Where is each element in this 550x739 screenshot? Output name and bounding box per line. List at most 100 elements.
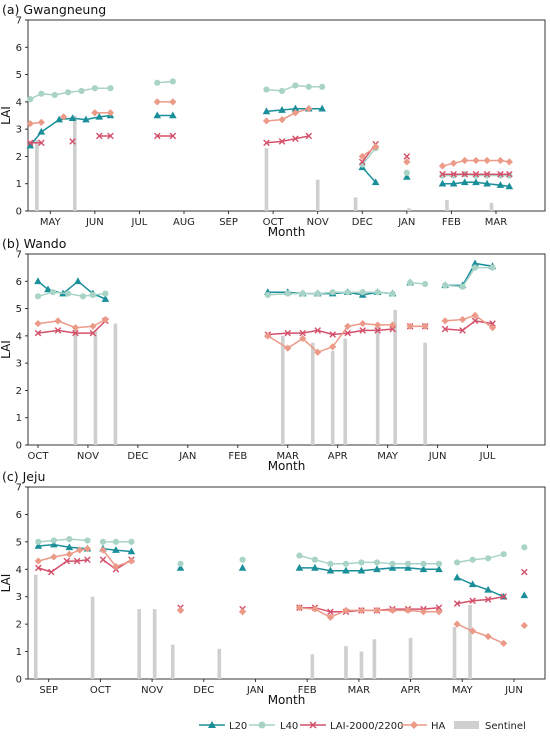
sentinel-bar <box>264 148 269 211</box>
series-ha <box>34 311 497 356</box>
y-tick-label: 5 <box>16 304 22 315</box>
point-lai <box>439 170 446 178</box>
point-l20 <box>505 182 514 190</box>
point-l40 <box>329 289 336 296</box>
y-tick-label: 7 <box>16 250 22 261</box>
y-tick-label: 7 <box>16 16 22 27</box>
series-ha <box>34 545 528 647</box>
point-lai <box>35 564 42 572</box>
point-ha <box>419 608 428 616</box>
point-lai <box>89 329 97 337</box>
sentinel-bar <box>72 115 77 211</box>
point-l20 <box>169 111 177 119</box>
point-ha <box>488 324 497 332</box>
x-tick-label: SEP <box>39 685 58 696</box>
series-line-l40 <box>445 266 493 288</box>
point-ha <box>520 621 528 630</box>
sentinel-bar <box>359 651 364 679</box>
series-line-l40 <box>299 554 439 565</box>
point-l40 <box>84 537 91 544</box>
point-lai <box>484 596 492 603</box>
point-ha <box>264 332 272 340</box>
x-tick-label: JAN <box>178 451 196 462</box>
y-axis-label: LAI <box>0 340 13 359</box>
point-lai <box>453 600 461 607</box>
panel-title: (a) Gwangneung <box>2 2 106 17</box>
sentinel-bar <box>33 574 38 679</box>
point-lai <box>54 327 62 334</box>
point-ha <box>153 98 161 106</box>
point-l20 <box>291 104 300 112</box>
point-ha <box>305 105 313 113</box>
point-lai <box>278 138 286 145</box>
x-tick-label: JUN <box>85 217 104 228</box>
point-lai <box>441 325 449 333</box>
point-ha <box>438 162 447 170</box>
point-l40 <box>311 556 319 563</box>
point-ha <box>505 158 513 166</box>
point-ha <box>71 324 80 332</box>
point-l20 <box>44 285 52 293</box>
series-line-l40 <box>456 553 504 564</box>
y-tick-label: 5 <box>16 70 22 81</box>
point-l40 <box>177 560 184 567</box>
y-tick-label: 4 <box>16 331 22 342</box>
x-tick-label: JUN <box>428 451 447 462</box>
point-l40 <box>389 560 396 567</box>
point-ha <box>89 322 97 330</box>
point-l20 <box>403 172 411 180</box>
point-l40 <box>319 83 326 90</box>
point-l40 <box>128 538 135 545</box>
point-ha <box>471 311 479 319</box>
legend-label-l20: L20 <box>229 721 247 732</box>
y-tick-label: 7 <box>16 483 22 494</box>
point-ha <box>34 319 42 328</box>
point-lai <box>26 139 34 147</box>
point-ha <box>284 344 292 352</box>
point-l20 <box>318 104 326 112</box>
point-ha <box>326 613 335 621</box>
point-l20 <box>419 565 428 573</box>
point-l20 <box>112 546 120 553</box>
point-ha <box>472 156 480 165</box>
point-ha <box>496 156 505 165</box>
point-l20 <box>50 540 58 548</box>
point-ha <box>262 117 271 125</box>
point-ha <box>91 109 99 117</box>
series-line-lai <box>266 135 309 144</box>
sentinel-bar <box>407 208 411 211</box>
point-lai <box>38 139 45 147</box>
y-tick-label: 1 <box>16 179 22 190</box>
point-ha <box>50 553 58 561</box>
series-line-ha <box>361 146 377 158</box>
point-l20 <box>468 580 477 588</box>
series-ha <box>26 98 513 170</box>
point-ha <box>441 317 449 325</box>
point-l20 <box>262 107 271 115</box>
point-ha <box>450 159 458 167</box>
point-lai <box>63 557 71 565</box>
point-l20 <box>438 179 447 187</box>
point-l20 <box>295 563 304 571</box>
sentinel-bar <box>372 639 377 679</box>
y-tick-label: 2 <box>16 152 22 163</box>
y-tick-label: 0 <box>16 207 22 218</box>
point-ha <box>83 545 92 553</box>
point-l20 <box>278 106 286 113</box>
panel-3: 01234567SEPOCTNOVDECJANFEBMARAPRMAYJUNJU… <box>0 469 546 707</box>
point-ha <box>372 143 380 151</box>
point-lai <box>358 158 366 166</box>
series-line-l20 <box>299 567 439 572</box>
point-l20 <box>68 114 77 122</box>
point-ha <box>421 322 429 330</box>
sentinel-bar <box>408 637 413 679</box>
x-tick-label: FEB <box>298 685 317 696</box>
point-lai <box>153 132 161 140</box>
point-l20 <box>520 591 529 599</box>
point-lai <box>169 132 177 140</box>
point-l40 <box>403 169 410 176</box>
point-ha <box>435 608 443 616</box>
point-l20 <box>342 566 350 574</box>
point-lai <box>292 135 299 142</box>
point-ha <box>374 321 382 329</box>
